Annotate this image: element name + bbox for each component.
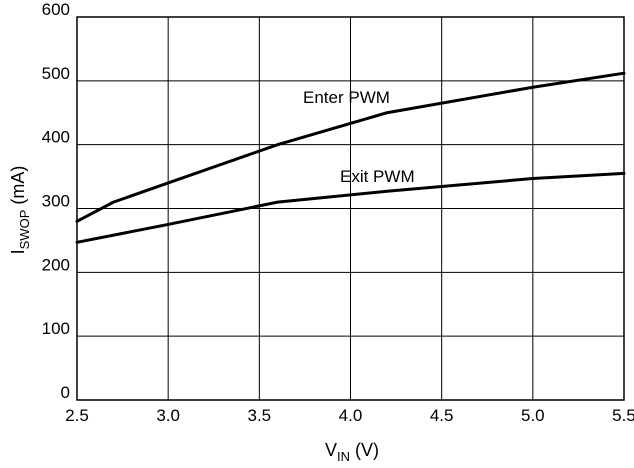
y-axis-title-suffix: (mA) [8, 166, 28, 210]
y-axis-title: ISWOP (mA) [8, 166, 32, 255]
x-tick-label: 2.5 [65, 406, 89, 425]
x-tick-label: 3.0 [156, 406, 180, 425]
x-axis-title-subscript: IN [337, 449, 350, 464]
y-tick-label: 600 [42, 0, 70, 19]
y-tick-label: 200 [42, 255, 70, 274]
x-axis-title: VIN (V) [325, 440, 379, 464]
series-line-enter-pwm [75, 71, 626, 223]
series-labels: Enter PWM Exit PWM [303, 88, 415, 186]
y-tick-label: 0 [61, 383, 70, 402]
x-axis-title-base: V [325, 440, 337, 460]
x-tick-labels: 2.5 3.0 3.5 4.0 4.5 5.0 5.5 [65, 406, 634, 425]
y-tick-label: 500 [42, 64, 70, 83]
x-tick-label: 3.5 [248, 406, 272, 425]
x-tick-label: 5.0 [521, 406, 545, 425]
grid [77, 17, 624, 400]
x-axis-title-suffix: (V) [350, 440, 379, 460]
y-tick-label: 100 [42, 319, 70, 338]
y-axis-title-subscript: SWOP [17, 210, 32, 250]
x-tick-label: 5.5 [612, 406, 634, 425]
y-tick-label: 300 [42, 192, 70, 211]
series-label-exit-pwm: Exit PWM [340, 167, 415, 186]
y-tick-label: 400 [42, 128, 70, 147]
series-label-enter-pwm: Enter PWM [303, 88, 390, 107]
x-tick-label: 4.5 [430, 406, 454, 425]
series-line-exit-pwm [75, 171, 626, 244]
series-group [75, 71, 626, 244]
x-tick-label: 4.0 [339, 406, 363, 425]
y-tick-labels: 0 100 200 300 400 500 600 [42, 0, 70, 402]
plot-frame [76, 16, 625, 401]
y-axis-title-base: I [8, 249, 28, 254]
